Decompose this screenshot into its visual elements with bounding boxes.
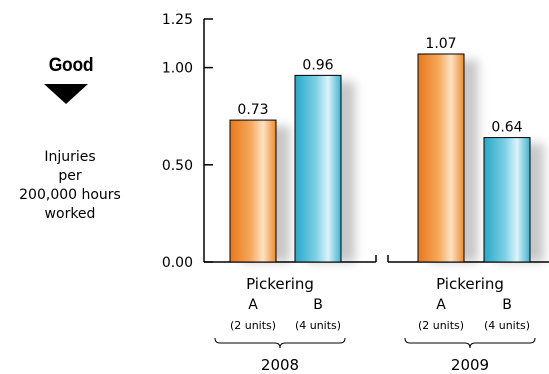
y-axis-label-line: Injuries bbox=[44, 149, 96, 165]
year-label: 2009 bbox=[451, 356, 489, 374]
unit-label: A bbox=[436, 297, 446, 313]
y-axis-label-line: 200,000 hours bbox=[19, 187, 121, 203]
data-label: 1.07 bbox=[425, 36, 456, 52]
data-label: 0.96 bbox=[302, 57, 333, 73]
y-tick-label: 1.00 bbox=[162, 61, 193, 77]
y-tick-label: 0.50 bbox=[162, 158, 193, 174]
y-axis-label-line: worked bbox=[44, 206, 96, 222]
down-triangle-icon bbox=[44, 84, 88, 104]
unit-label: A bbox=[248, 297, 258, 313]
group-brace bbox=[404, 337, 536, 349]
y-tick-label: 0.00 bbox=[162, 255, 193, 271]
y-axis-label-line: per bbox=[58, 168, 82, 184]
data-label: 0.73 bbox=[237, 102, 268, 118]
unit-label: B bbox=[502, 297, 512, 313]
y-axis-label: Injuries per 200,000 hours worked bbox=[0, 148, 140, 224]
bar bbox=[483, 137, 531, 263]
good-label: Good bbox=[48, 55, 94, 76]
unit-count-label: (4 units) bbox=[295, 319, 341, 332]
unit-count-label: (2 units) bbox=[230, 319, 276, 332]
y-tick-label: 1.25 bbox=[162, 12, 193, 28]
unit-count-label: (2 units) bbox=[418, 319, 464, 332]
year-label: 2008 bbox=[261, 356, 299, 374]
unit-count-label: (4 units) bbox=[484, 319, 530, 332]
group-brace bbox=[214, 337, 346, 349]
unit-label: B bbox=[313, 297, 323, 313]
station-label: Pickering bbox=[436, 275, 504, 293]
bar bbox=[417, 53, 465, 263]
station-label: Pickering bbox=[246, 275, 314, 293]
data-label: 0.64 bbox=[491, 120, 522, 136]
bar bbox=[229, 119, 277, 263]
bar bbox=[294, 74, 342, 263]
